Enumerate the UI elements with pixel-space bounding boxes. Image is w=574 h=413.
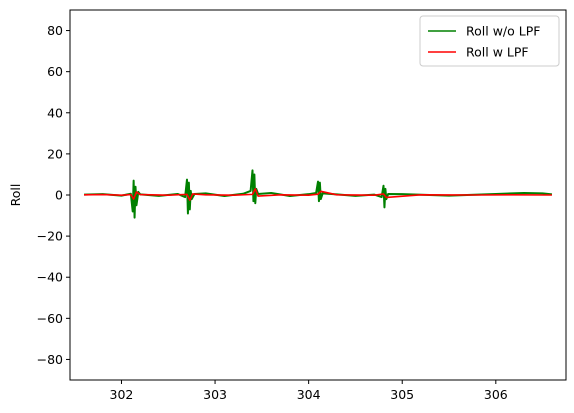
- legend-box: [419, 15, 560, 67]
- series-layer: [84, 169, 553, 219]
- x-tick-label: 303: [203, 387, 227, 402]
- y-tick-label: 40: [47, 105, 63, 120]
- y-axis-label: Roll: [8, 184, 23, 207]
- legend-label-roll-wo-lpf: Roll w/o LPF: [466, 24, 540, 39]
- plot-frame: [69, 9, 567, 381]
- x-tick-label: 304: [297, 387, 321, 402]
- y-tick-label: −80: [37, 352, 63, 367]
- y-tick-label: 60: [47, 64, 63, 79]
- x-tick-label: 302: [110, 387, 134, 402]
- series-line-roll-w-o-lpf: [84, 169, 553, 219]
- legend: Roll w/o LPF Roll w LPF: [419, 15, 560, 67]
- tick-layer: 302 303 304 305 306 −80 −60 −40 −20 0 20 40 60 80: [37, 23, 508, 402]
- y-tick-label: 20: [47, 146, 63, 161]
- y-tick-label: 0: [55, 188, 63, 203]
- y-tick-label: −20: [37, 229, 63, 244]
- y-tick-label: −40: [37, 270, 63, 285]
- y-tick-label: −60: [37, 311, 63, 326]
- legend-label-roll-w-lpf: Roll w LPF: [466, 45, 529, 60]
- series-line-roll-w-lpf: [84, 188, 552, 201]
- x-tick-label: 305: [390, 387, 414, 402]
- y-tick-label: 80: [47, 23, 63, 38]
- x-tick-label: 306: [484, 387, 508, 402]
